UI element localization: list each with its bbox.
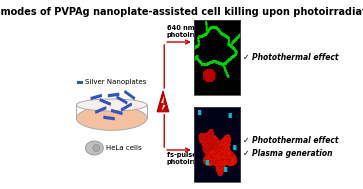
- Polygon shape: [103, 116, 115, 120]
- Ellipse shape: [76, 106, 147, 130]
- Bar: [194, 20, 240, 95]
- Text: fs-pulsed 780nm
photoirradiation: fs-pulsed 780nm photoirradiation: [167, 152, 229, 165]
- Polygon shape: [99, 98, 111, 106]
- Text: 640 nm
photoirradiation: 640 nm photoirradiation: [167, 25, 227, 38]
- Ellipse shape: [85, 141, 103, 155]
- Bar: [77, 81, 83, 84]
- Polygon shape: [111, 109, 123, 115]
- Text: ✓ Plasma generation: ✓ Plasma generation: [243, 149, 333, 158]
- Text: HeLa cells: HeLa cells: [106, 145, 142, 151]
- Text: Two modes of PVPAg nanoplate-assisted cell killing upon photoirradiation.: Two modes of PVPAg nanoplate-assisted ce…: [0, 7, 363, 17]
- Polygon shape: [121, 102, 132, 112]
- Polygon shape: [161, 96, 166, 111]
- Ellipse shape: [76, 99, 147, 111]
- Text: Silver Nanoplates: Silver Nanoplates: [85, 79, 146, 85]
- Bar: [194, 107, 240, 182]
- Polygon shape: [124, 90, 135, 100]
- Polygon shape: [116, 95, 128, 105]
- Polygon shape: [157, 91, 169, 112]
- Ellipse shape: [93, 145, 100, 152]
- Polygon shape: [90, 94, 102, 100]
- Text: ✓ Photothermal effect: ✓ Photothermal effect: [243, 136, 339, 145]
- Polygon shape: [95, 106, 107, 114]
- Text: ✓ Photothermal effect: ✓ Photothermal effect: [243, 53, 339, 62]
- Polygon shape: [108, 93, 119, 97]
